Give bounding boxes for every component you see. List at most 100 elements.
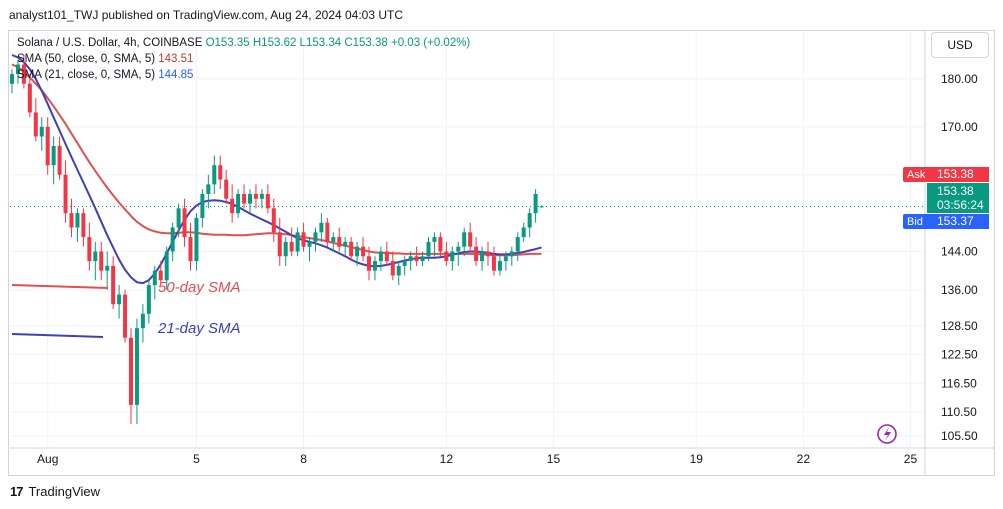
candle-body: [367, 256, 371, 271]
time-tick-label: 25: [904, 452, 918, 466]
candle-body: [480, 251, 485, 262]
sma50-legend-line: [11, 284, 109, 289]
candle: [10, 69, 14, 94]
price-tick-label: 180.00: [941, 72, 978, 86]
candle-body: [248, 193, 252, 204]
candle-body: [200, 193, 205, 218]
price-tick-label: 128.50: [941, 319, 978, 333]
candle: [248, 189, 252, 214]
candle-body: [253, 193, 258, 199]
candle: [75, 208, 80, 242]
candle-body: [426, 241, 431, 257]
candle: [200, 189, 205, 228]
candle: [63, 160, 68, 223]
candle: [69, 198, 74, 238]
candle: [402, 256, 407, 276]
candle: [21, 54, 26, 89]
candle-body: [491, 256, 496, 271]
candle: [450, 246, 455, 271]
candle: [99, 241, 104, 281]
candle-body: [343, 241, 348, 247]
candle: [331, 232, 336, 252]
candle-body: [402, 261, 407, 266]
chart-legend: Solana / U.S. Dollar, 4h, COINBASE O153.…: [17, 35, 470, 83]
candle-body: [33, 112, 38, 137]
candle: [129, 328, 133, 425]
currency-button[interactable]: USD: [931, 32, 989, 58]
candle: [372, 256, 377, 281]
candle: [33, 98, 38, 142]
candle-body: [158, 270, 163, 281]
candle-body: [521, 227, 526, 238]
time-tick-label: 12: [440, 452, 454, 466]
candle: [491, 246, 496, 276]
chart-grid: [10, 31, 995, 476]
candle: [319, 213, 324, 242]
candle-body: [337, 237, 342, 247]
candle-body: [99, 251, 104, 271]
candle-body: [503, 256, 508, 262]
candle-body: [444, 251, 449, 262]
candle: [390, 251, 395, 281]
price-tick-label: 170.00: [941, 120, 978, 134]
candle-body: [396, 265, 401, 276]
candle-body: [170, 227, 175, 252]
candle-body: [224, 179, 229, 199]
candle-body: [533, 193, 538, 214]
candle-body: [355, 246, 360, 257]
candle-body: [15, 64, 20, 75]
candle: [313, 227, 318, 252]
time-tick-label: 19: [690, 452, 704, 466]
candle-body: [176, 208, 181, 228]
time-tick-label: 15: [547, 452, 561, 466]
candle-body: [105, 265, 110, 271]
candle-body: [69, 213, 74, 228]
candle-body: [349, 241, 354, 257]
last-price-value: 153.38: [937, 184, 974, 198]
candle: [468, 222, 473, 252]
candle-body: [259, 193, 264, 199]
candle-body: [271, 208, 276, 233]
candle: [212, 155, 217, 194]
candle: [474, 237, 479, 266]
candle: [271, 198, 276, 242]
candle: [509, 246, 514, 266]
candle-body: [81, 213, 86, 238]
candle: [206, 174, 211, 209]
candle-body: [57, 146, 62, 175]
candle: [236, 189, 241, 218]
candle-body: [474, 246, 479, 262]
ask-tag-label: Ask: [907, 169, 926, 181]
candle-body: [152, 270, 157, 286]
price-tick-label: 136.00: [941, 283, 978, 297]
candle: [367, 246, 371, 281]
candle: [117, 285, 122, 319]
legend-sma21-row: SMA (21, close, 0, SMA, 5) 144.85: [17, 67, 470, 83]
candle: [158, 261, 163, 286]
footer: 17 TradingView: [10, 484, 100, 499]
legend-line-samples: 50-day SMA 21-day SMA: [11, 279, 241, 338]
candle: [408, 251, 413, 271]
candle-body: [87, 237, 92, 262]
last-price-tag-bg: [927, 183, 989, 213]
lightning-icon: [877, 424, 897, 444]
candle: [325, 217, 330, 247]
candle-body: [182, 208, 187, 238]
candle-body: [129, 337, 133, 405]
time-tick-label: 22: [797, 452, 811, 466]
candle: [337, 227, 342, 252]
candle-body: [307, 241, 312, 247]
candle: [218, 155, 223, 190]
candle-body: [93, 251, 98, 262]
candle: [527, 208, 532, 238]
tradingview-logo-icon: 17: [10, 484, 24, 499]
candle-body: [39, 126, 44, 137]
candle: [295, 227, 300, 257]
candle-body: [462, 232, 467, 247]
candle: [503, 251, 508, 271]
candle-body: [497, 261, 502, 271]
candle-body: [331, 237, 336, 242]
candle-body: [10, 74, 14, 84]
